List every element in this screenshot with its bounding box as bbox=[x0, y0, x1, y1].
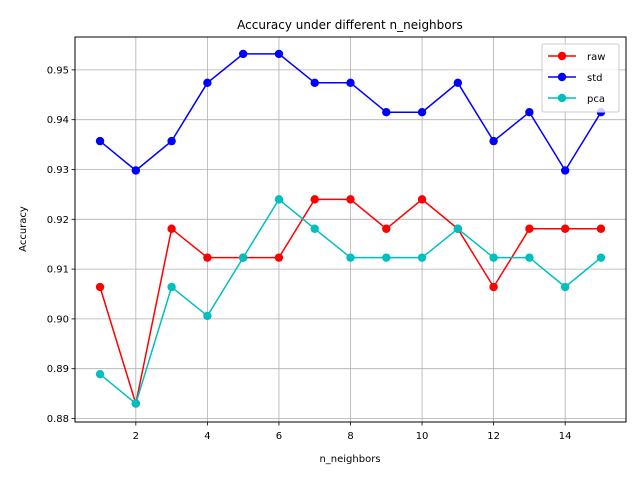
legend-box bbox=[541, 43, 620, 113]
data-point-std bbox=[346, 78, 355, 88]
data-point-raw bbox=[310, 195, 319, 204]
data-point-std bbox=[95, 136, 105, 146]
data-point-std bbox=[525, 108, 534, 117]
data-point-pca bbox=[560, 282, 570, 292]
data-point-pca bbox=[453, 224, 463, 233]
y-tick-label: 0.88 bbox=[47, 414, 69, 425]
legend-label-std: std bbox=[587, 73, 602, 84]
y-tick-label: 0.89 bbox=[47, 364, 69, 375]
ticks: 2 4 6 8 10 12 14 0.88 0.89 0.90 0.91 0.92 0.93 0.94 0.… bbox=[47, 65, 572, 442]
data-point-std bbox=[238, 49, 248, 59]
legend-marker-pca bbox=[557, 93, 567, 103]
data-point-std bbox=[417, 108, 427, 117]
data-point-pca bbox=[346, 253, 355, 262]
data-point-raw bbox=[560, 224, 570, 233]
y-tick-label: 0.92 bbox=[47, 215, 69, 226]
y-tick-label: 0.93 bbox=[47, 165, 69, 176]
data-point-std bbox=[167, 136, 176, 146]
x-tick-label: 10 bbox=[416, 431, 429, 442]
series-raw bbox=[95, 195, 606, 408]
x-tick-label: 12 bbox=[487, 431, 500, 442]
series-pca bbox=[95, 195, 606, 408]
x-axis-label: n_neighbors bbox=[319, 454, 380, 465]
data-point-std bbox=[560, 166, 570, 175]
data-point-raw bbox=[525, 224, 534, 233]
data-point-std bbox=[489, 136, 498, 146]
data-point-std bbox=[131, 166, 141, 175]
x-tick-label: 6 bbox=[276, 431, 282, 442]
data-point-pca bbox=[131, 399, 141, 408]
y-tick-label: 0.95 bbox=[47, 65, 69, 76]
series-std bbox=[95, 49, 606, 175]
data-point-raw bbox=[167, 224, 176, 233]
data-point-raw bbox=[346, 195, 355, 204]
legend-marker-raw bbox=[557, 51, 567, 61]
data-point-std bbox=[203, 78, 212, 88]
data-point-pca bbox=[489, 253, 498, 262]
data-point-raw bbox=[382, 224, 391, 233]
x-tick-label: 4 bbox=[204, 431, 210, 442]
grid bbox=[75, 37, 626, 422]
y-tick-label: 0.94 bbox=[47, 115, 69, 126]
series-layer bbox=[95, 49, 606, 408]
legend: raw std pca bbox=[541, 43, 620, 113]
data-point-pca bbox=[95, 369, 105, 379]
data-point-raw bbox=[95, 282, 105, 292]
data-point-std bbox=[453, 78, 463, 88]
data-point-std bbox=[310, 78, 319, 88]
data-point-pca bbox=[310, 224, 319, 233]
data-point-std bbox=[382, 108, 391, 117]
data-point-pca bbox=[274, 195, 284, 204]
data-point-pca bbox=[167, 282, 176, 292]
data-point-std bbox=[274, 49, 284, 59]
data-point-raw bbox=[203, 253, 212, 262]
chart-title: Accuracy under different n_neighbors bbox=[237, 18, 463, 32]
y-axis-label: Accuracy bbox=[18, 206, 29, 252]
data-point-pca bbox=[596, 253, 606, 262]
data-point-raw bbox=[274, 253, 284, 262]
data-point-pca bbox=[203, 311, 212, 321]
data-point-pca bbox=[417, 253, 427, 262]
legend-label-pca: pca bbox=[587, 94, 605, 105]
x-tick-label: 2 bbox=[133, 431, 139, 442]
x-tick-label: 8 bbox=[347, 431, 353, 442]
x-tick-label: 14 bbox=[559, 431, 572, 442]
y-tick-label: 0.91 bbox=[47, 265, 69, 276]
data-point-pca bbox=[382, 253, 391, 262]
y-tick-label: 0.90 bbox=[47, 314, 69, 325]
data-point-raw bbox=[489, 282, 498, 292]
legend-label-raw: raw bbox=[587, 52, 605, 63]
data-point-raw bbox=[417, 195, 427, 204]
legend-marker-std bbox=[557, 72, 567, 82]
data-point-pca bbox=[238, 253, 248, 262]
data-point-pca bbox=[525, 253, 534, 262]
data-point-raw bbox=[596, 224, 606, 233]
